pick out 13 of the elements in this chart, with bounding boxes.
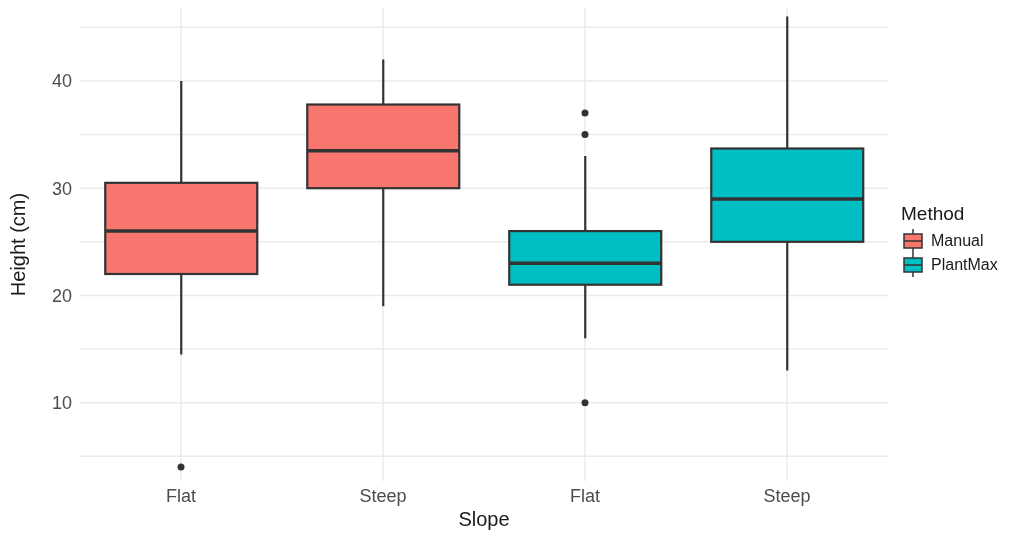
y-tick-label: 20 (51, 285, 72, 306)
legend-label: PlantMax (931, 256, 998, 274)
legend-label: Manual (931, 232, 984, 250)
x-tick-label: Steep (763, 485, 811, 506)
y-axis-title: Height (cm) (7, 192, 30, 297)
legend-title: Method (901, 203, 966, 225)
x-tick-label: Flat (569, 485, 601, 506)
y-tick-label: 40 (51, 71, 72, 92)
x-tick-label: Steep (359, 485, 407, 506)
x-axis-title: Slope (458, 508, 510, 530)
x-tick-label: Flat (165, 485, 197, 506)
y-tick-label: 30 (51, 178, 72, 199)
y-tick-label: 10 (51, 393, 72, 414)
